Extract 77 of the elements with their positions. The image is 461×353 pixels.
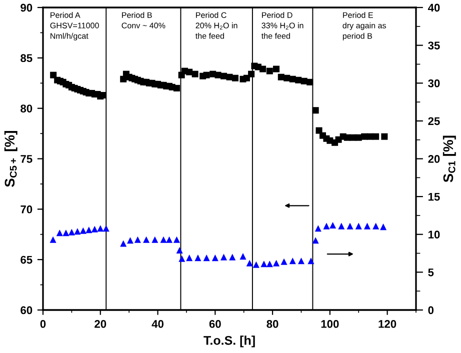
point	[338, 222, 345, 230]
y-tick-label: 90	[20, 4, 32, 12]
point	[143, 236, 150, 243]
y-tick-label: 80	[20, 104, 32, 112]
point	[364, 222, 370, 230]
point	[126, 237, 134, 244]
annotation: Period D 33% H$_{2}$O in the feed	[261, 12, 304, 39]
point	[308, 258, 314, 264]
point	[50, 236, 56, 243]
point	[178, 255, 186, 262]
point	[68, 228, 75, 236]
point	[323, 222, 330, 230]
y2-tick-label: 35	[428, 42, 440, 50]
point	[74, 228, 81, 235]
point	[212, 254, 218, 262]
point	[97, 225, 104, 232]
point	[56, 230, 63, 236]
point	[62, 230, 70, 236]
annotation: Period C 20% H$_{2}$O in the feed	[195, 12, 238, 39]
y-tick-label: 70	[20, 205, 32, 214]
point	[134, 236, 141, 243]
annotation: Period E dry again as period B	[342, 12, 386, 40]
y-tick-label: 65	[20, 256, 32, 264]
x-tick-label: 0	[40, 320, 46, 328]
point	[380, 224, 387, 230]
point	[260, 260, 268, 268]
y-tick-label: 85	[20, 54, 32, 62]
point	[173, 236, 180, 243]
y-axis-title: S$_{C5+}$ [%]	[4, 131, 18, 187]
point	[266, 260, 273, 268]
point	[312, 237, 319, 244]
point	[314, 225, 322, 232]
x-axis-title: T.o.S. [h]	[204, 336, 255, 348]
point	[186, 254, 193, 262]
y2-axis-title: S$_{C1}$ [%]	[442, 136, 456, 182]
x-tick-label: 20	[94, 320, 106, 328]
point	[252, 261, 260, 268]
y2-tick-label: 5	[428, 268, 434, 276]
point	[330, 222, 336, 229]
annotation: Period B Conv ~ 40%	[122, 12, 166, 28]
point	[86, 226, 92, 234]
y2-tick-label: 20	[428, 155, 440, 163]
point	[240, 253, 246, 260]
y2-tick-label: 40	[428, 4, 440, 12]
x-tick-label: 100	[321, 320, 339, 328]
point	[176, 247, 183, 254]
point	[152, 236, 158, 243]
x-tick-label: 80	[266, 320, 278, 328]
y2-tick-label: 10	[428, 230, 440, 239]
x-tick-label: 40	[152, 320, 164, 328]
y2-tick-label: 0	[428, 306, 434, 314]
point	[372, 222, 380, 230]
point	[80, 227, 86, 234]
point	[160, 236, 167, 243]
point	[203, 254, 210, 262]
point	[194, 254, 202, 262]
point	[220, 254, 228, 260]
x-tick-label: 120	[378, 320, 396, 328]
annotation: Period A GHSV=11000 Nml/h/gcat	[50, 12, 99, 40]
y2-tick-label: 25	[428, 117, 440, 126]
y2-tick-label: 15	[428, 192, 440, 201]
point	[229, 254, 236, 260]
point	[280, 258, 288, 265]
point	[355, 222, 362, 230]
point	[246, 260, 253, 266]
x-tick-label: 60	[209, 320, 221, 328]
y-tick-label: 75	[20, 155, 32, 163]
point	[298, 258, 304, 264]
y2-tick-label: 30	[428, 79, 440, 88]
y-tick-label: 60	[20, 306, 32, 314]
point	[273, 260, 280, 266]
point	[289, 258, 296, 264]
point	[120, 240, 127, 247]
point	[91, 226, 98, 232]
point	[346, 222, 354, 230]
point	[166, 236, 173, 243]
point	[102, 225, 110, 232]
